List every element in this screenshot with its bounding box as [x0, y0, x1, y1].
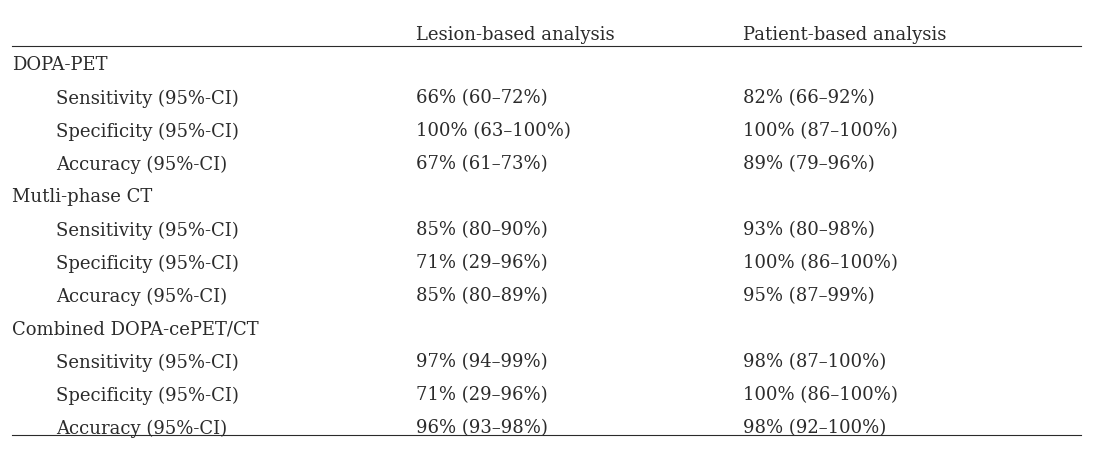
Text: Accuracy (95%-CI): Accuracy (95%-CI): [56, 419, 227, 437]
Text: Accuracy (95%-CI): Accuracy (95%-CI): [56, 155, 227, 173]
Text: Combined DOPA-cePET/CT: Combined DOPA-cePET/CT: [12, 320, 259, 338]
Text: Specificity (95%-CI): Specificity (95%-CI): [56, 122, 238, 140]
Text: 82% (66–92%): 82% (66–92%): [743, 89, 874, 107]
Text: 71% (29–96%): 71% (29–96%): [415, 386, 548, 404]
Text: Mutli-phase CT: Mutli-phase CT: [12, 188, 153, 206]
Text: Patient-based analysis: Patient-based analysis: [743, 26, 947, 43]
Text: 85% (80–90%): 85% (80–90%): [415, 221, 548, 239]
Text: 67% (61–73%): 67% (61–73%): [415, 155, 548, 173]
Text: 100% (86–100%): 100% (86–100%): [743, 254, 897, 272]
Text: 89% (79–96%): 89% (79–96%): [743, 155, 874, 173]
Text: Specificity (95%-CI): Specificity (95%-CI): [56, 386, 238, 404]
Text: Sensitivity (95%-CI): Sensitivity (95%-CI): [56, 89, 238, 108]
Text: 96% (93–98%): 96% (93–98%): [415, 419, 548, 436]
Text: Lesion-based analysis: Lesion-based analysis: [415, 26, 614, 43]
Text: 71% (29–96%): 71% (29–96%): [415, 254, 548, 272]
Text: Sensitivity (95%-CI): Sensitivity (95%-CI): [56, 221, 238, 239]
Text: 100% (63–100%): 100% (63–100%): [415, 122, 571, 140]
Text: 95% (87–99%): 95% (87–99%): [743, 287, 874, 305]
Text: 98% (87–100%): 98% (87–100%): [743, 353, 886, 371]
Text: 98% (92–100%): 98% (92–100%): [743, 419, 886, 436]
Text: Sensitivity (95%-CI): Sensitivity (95%-CI): [56, 353, 238, 371]
Text: 100% (86–100%): 100% (86–100%): [743, 386, 897, 404]
Text: 97% (94–99%): 97% (94–99%): [415, 353, 548, 371]
Text: Accuracy (95%-CI): Accuracy (95%-CI): [56, 287, 227, 305]
Text: Specificity (95%-CI): Specificity (95%-CI): [56, 254, 238, 272]
Text: 100% (87–100%): 100% (87–100%): [743, 122, 897, 140]
Text: 93% (80–98%): 93% (80–98%): [743, 221, 874, 239]
Text: DOPA-PET: DOPA-PET: [12, 56, 108, 74]
Text: 85% (80–89%): 85% (80–89%): [415, 287, 548, 305]
Text: 66% (60–72%): 66% (60–72%): [415, 89, 548, 107]
